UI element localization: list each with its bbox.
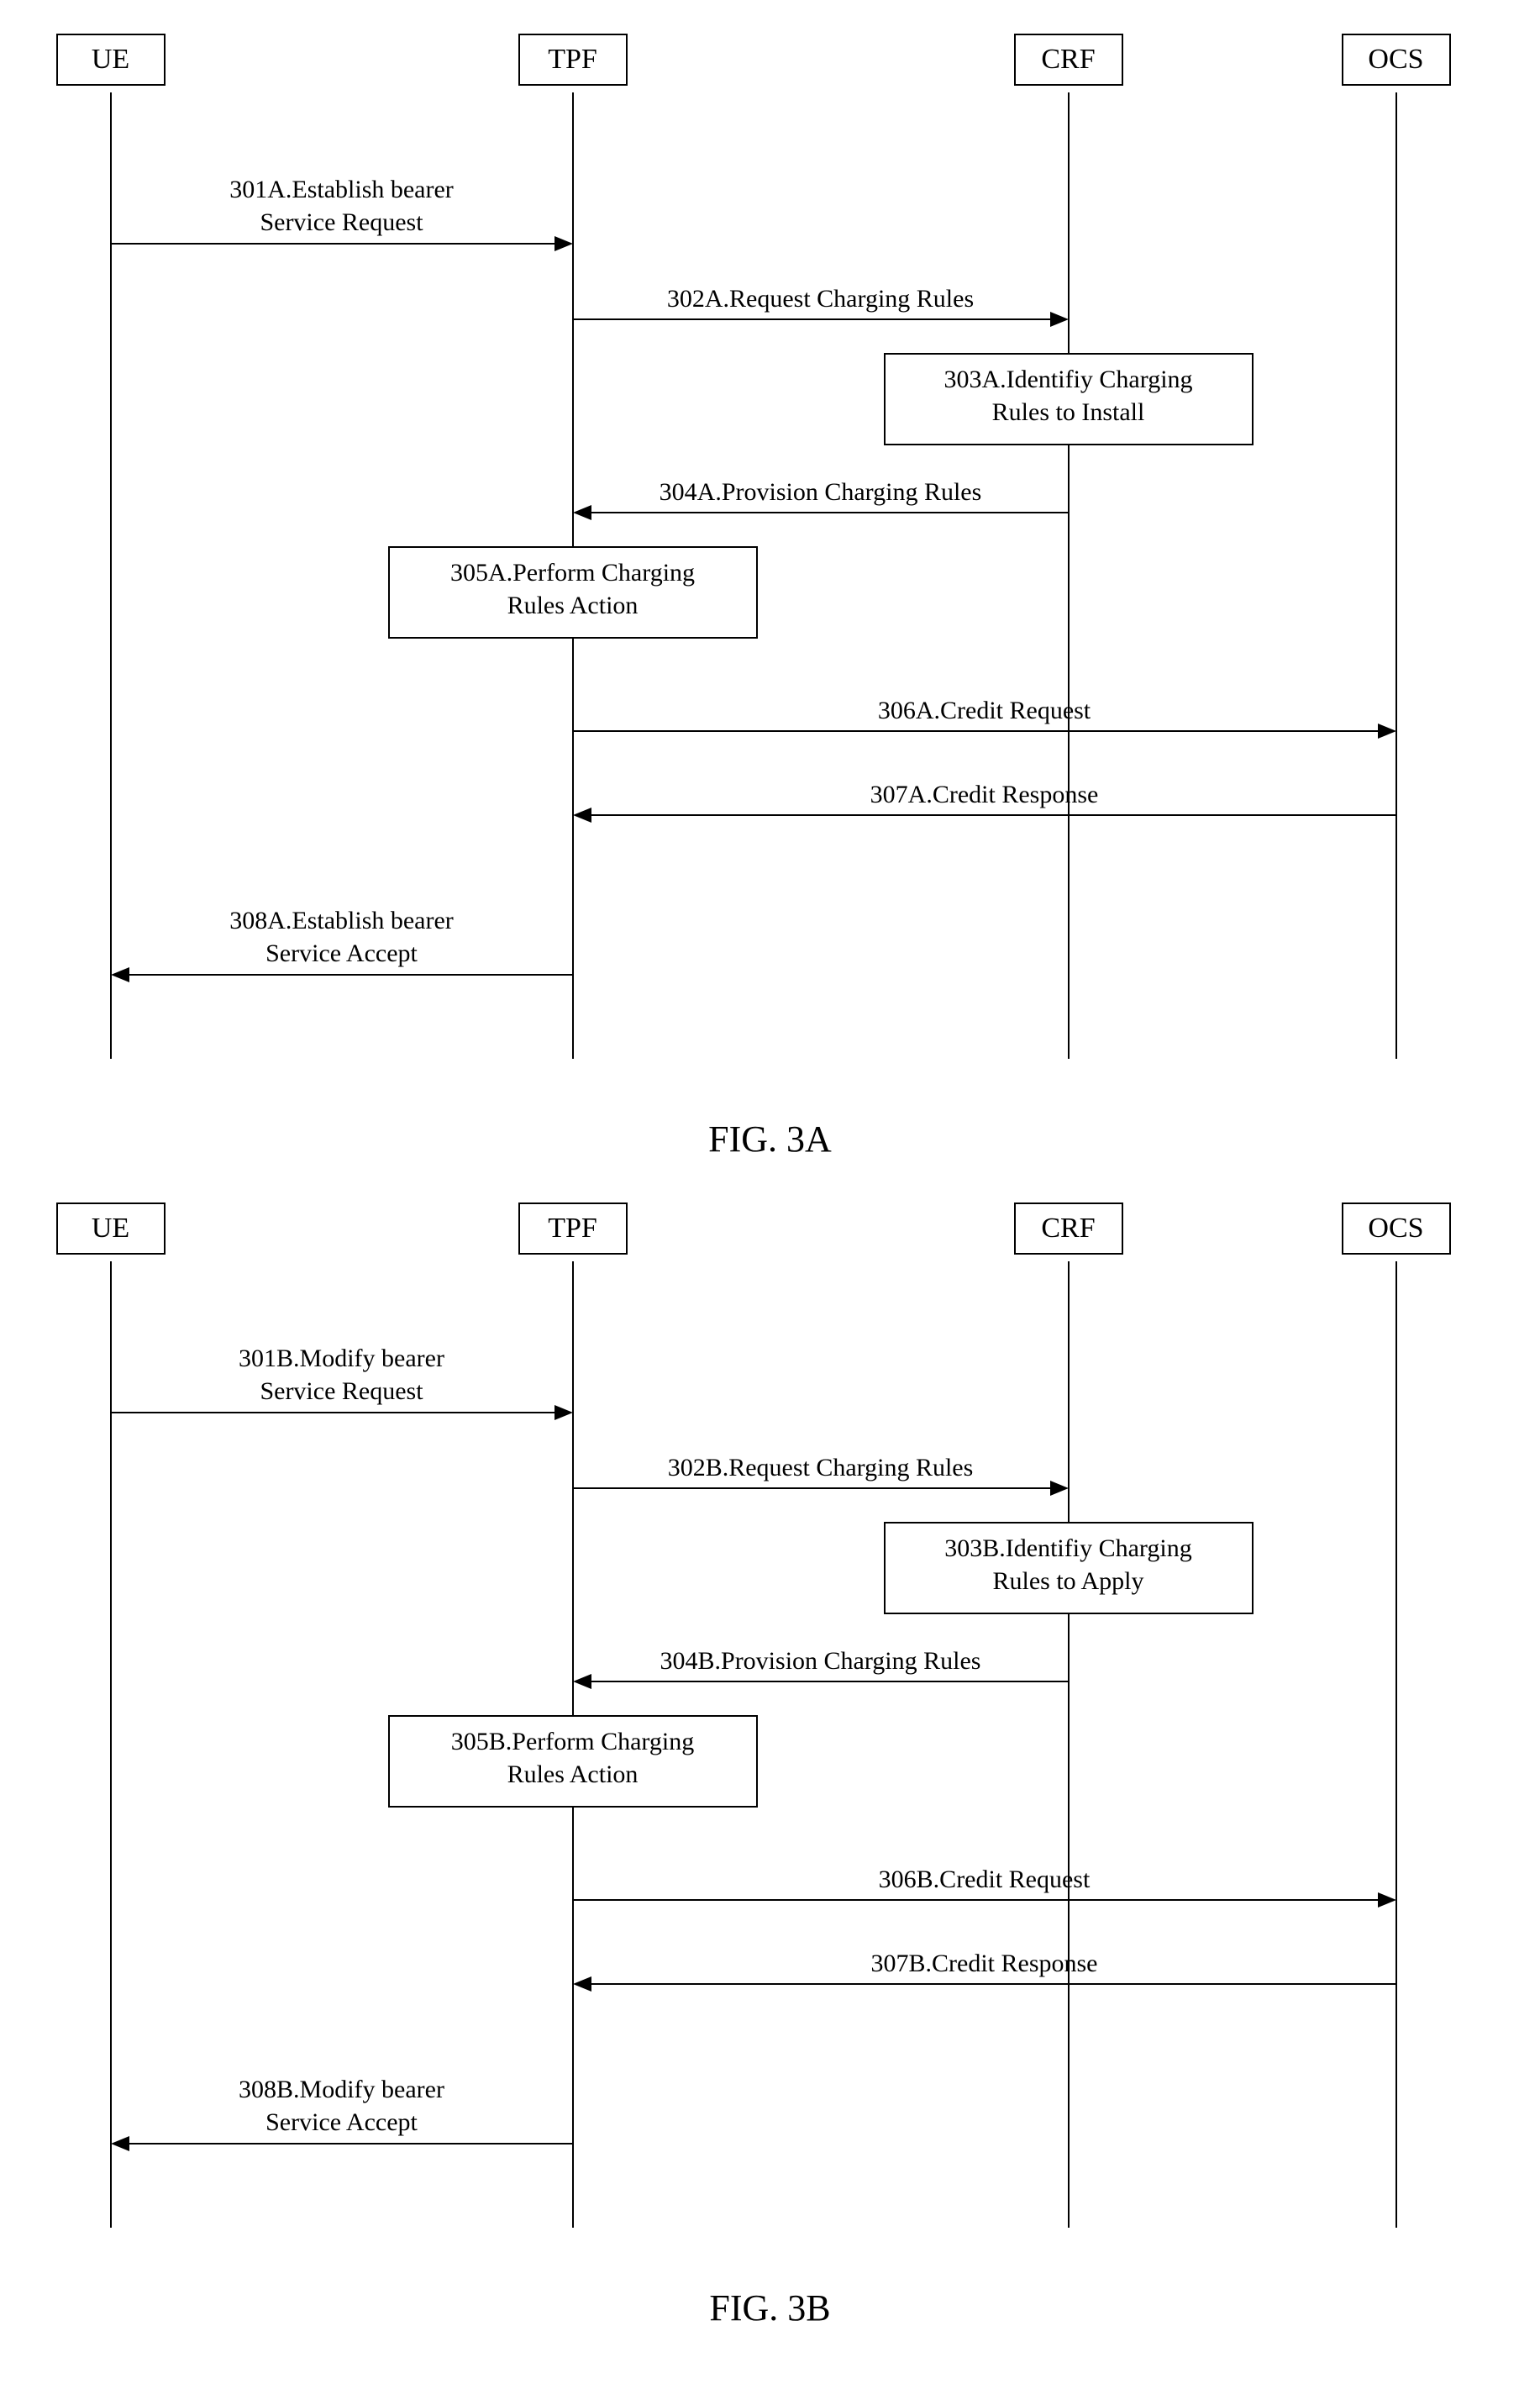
figure-label: FIG. 3B — [34, 2287, 1506, 2329]
actor-crf: CRF — [1014, 34, 1123, 86]
message-label: 302A.Request Charging Rules — [577, 282, 1064, 315]
message-label: 302B.Request Charging Rules — [577, 1451, 1064, 1484]
note-box: 305B.Perform Charging Rules Action — [388, 1715, 758, 1808]
note-box: 303B.Identifiy Charging Rules to Apply — [884, 1522, 1254, 1614]
message-label: 307B.Credit Response — [577, 1947, 1392, 1980]
actor-ue: UE — [56, 34, 166, 86]
message-label: 301A.Establish bearer Service Request — [115, 173, 569, 239]
message-label: 304B.Provision Charging Rules — [577, 1645, 1064, 1677]
note-box: 303A.Identifiy Charging Rules to Install — [884, 353, 1254, 445]
actor-ocs: OCS — [1342, 34, 1451, 86]
message-label: 307A.Credit Response — [577, 778, 1392, 811]
message-label: 301B.Modify bearer Service Request — [115, 1342, 569, 1408]
message-label: 308A.Establish bearer Service Accept — [115, 904, 569, 970]
actor-tpf: TPF — [518, 34, 628, 86]
sequence-diagram: UE TPF CRF OCS 301A.Establish bearer Service… — [35, 34, 1506, 1084]
actor-ocs: OCS — [1342, 1202, 1451, 1255]
message-label: 308B.Modify bearer Service Accept — [115, 2073, 569, 2139]
message-label: 304A.Provision Charging Rules — [577, 476, 1064, 508]
actor-crf: CRF — [1014, 1202, 1123, 1255]
diagram-root: UE TPF CRF OCS 301A.Establish bearer Service… — [34, 34, 1506, 2329]
note-box: 305A.Perform Charging Rules Action — [388, 546, 758, 639]
figure-label: FIG. 3A — [34, 1118, 1506, 1160]
actor-ue: UE — [56, 1202, 166, 1255]
message-label: 306A.Credit Request — [577, 694, 1392, 727]
actor-tpf: TPF — [518, 1202, 628, 1255]
message-label: 306B.Credit Request — [577, 1863, 1392, 1896]
sequence-diagram: UE TPF CRF OCS 301B.Modify bearer Service Re… — [35, 1202, 1506, 2253]
